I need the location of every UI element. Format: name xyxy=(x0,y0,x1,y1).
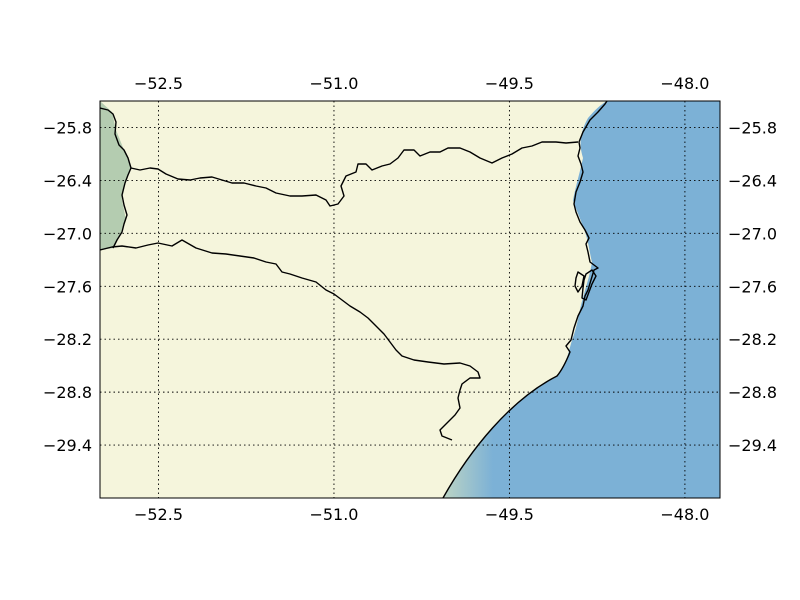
western-border-line xyxy=(100,107,132,249)
lat-tick-label-left: −28.2 xyxy=(43,330,92,349)
lat-tick-label-right: −27.6 xyxy=(728,277,777,296)
lon-tick-label-bottom: −52.5 xyxy=(134,505,183,524)
latitude-labels-left: −25.8 −26.4 −27.0 −27.6 −28.2 −28.8 −29.4 xyxy=(43,118,92,455)
lon-tick-label-top: −52.5 xyxy=(134,74,183,93)
map-frame xyxy=(99,100,721,499)
lat-tick-label-right: −28.8 xyxy=(728,383,777,402)
lat-tick-label-right: −26.4 xyxy=(728,171,777,190)
map-area xyxy=(100,101,720,498)
lat-tick-label-left: −27.6 xyxy=(43,277,92,296)
lon-tick-label-bottom: −51.0 xyxy=(309,505,358,524)
lat-tick-label-left: −29.4 xyxy=(43,436,92,455)
lat-tick-label-right: −28.2 xyxy=(728,330,777,349)
lon-tick-label-top: −48.0 xyxy=(660,74,709,93)
lon-tick-label-bottom: −49.5 xyxy=(485,505,534,524)
lagoon-outline xyxy=(574,271,585,293)
lon-tick-label-top: −51.0 xyxy=(309,74,358,93)
lat-tick-label-right: −27.0 xyxy=(728,224,777,243)
lat-tick-label-right: −29.4 xyxy=(728,436,777,455)
lat-tick-label-left: −26.4 xyxy=(43,171,92,190)
longitude-labels-bottom: −52.5 −51.0 −49.5 −48.0 xyxy=(134,505,709,524)
lat-tick-label-right: −25.8 xyxy=(728,118,777,137)
longitude-labels-top: −52.5 −51.0 −49.5 −48.0 xyxy=(134,74,709,93)
graticule xyxy=(100,101,720,498)
lon-tick-label-bottom: −48.0 xyxy=(660,505,709,524)
northern-border-line xyxy=(130,141,579,207)
lon-tick-label-top: −49.5 xyxy=(485,74,534,93)
coastline xyxy=(442,101,608,498)
lat-tick-label-left: −25.8 xyxy=(43,118,92,137)
latitude-labels-right: −25.8 −26.4 −27.0 −27.6 −28.2 −28.8 −29.4 xyxy=(728,118,777,455)
lat-tick-label-left: −28.8 xyxy=(43,383,92,402)
southern-border-line xyxy=(100,239,481,441)
island-outline xyxy=(581,269,597,301)
ocean-region xyxy=(443,101,720,498)
lat-tick-label-left: −27.0 xyxy=(43,224,92,243)
western-region xyxy=(100,101,131,250)
